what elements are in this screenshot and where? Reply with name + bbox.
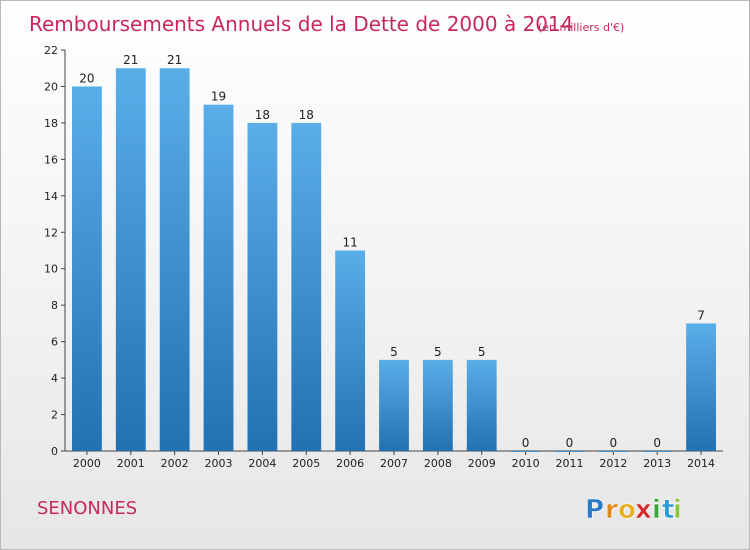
y-tick-label: 8 xyxy=(51,299,58,312)
x-tick-label-2001: 2001 xyxy=(117,457,145,470)
y-tick-label: 10 xyxy=(44,263,58,276)
x-tick-label-2009: 2009 xyxy=(468,457,496,470)
y-tick-label: 16 xyxy=(44,153,58,166)
bar-2003 xyxy=(203,104,234,451)
value-label-2002: 21 xyxy=(167,53,182,67)
bar-2009 xyxy=(466,359,497,451)
y-tick-label: 6 xyxy=(51,336,58,349)
logo-letter: P xyxy=(585,495,604,525)
logo-letter: i xyxy=(673,495,682,525)
value-label-2000: 20 xyxy=(79,71,94,85)
bar-2006 xyxy=(335,250,366,451)
x-tick-label-2011: 2011 xyxy=(555,457,583,470)
x-tick-label-2014: 2014 xyxy=(687,457,715,470)
logo-letter: i xyxy=(652,495,661,525)
bar-2004 xyxy=(247,122,278,451)
value-label-2009: 5 xyxy=(478,345,486,359)
bar-2011 xyxy=(554,451,585,452)
bar-2000 xyxy=(72,86,102,452)
y-tick-label: 20 xyxy=(44,80,58,93)
x-tick-label-2002: 2002 xyxy=(161,457,189,470)
value-label-2011: 0 xyxy=(566,436,574,450)
value-label-2005: 18 xyxy=(299,108,314,122)
bar-2008 xyxy=(422,359,453,451)
value-label-2008: 5 xyxy=(434,345,442,359)
value-label-2003: 19 xyxy=(211,90,226,104)
x-tick-label-2000: 2000 xyxy=(73,457,101,470)
x-tick-label-2010: 2010 xyxy=(512,457,540,470)
x-tick-label-2007: 2007 xyxy=(380,457,408,470)
x-tick-labels: 2000 2001 2002 2003 2004 2005 2006 2007 2008 2009… xyxy=(73,457,715,470)
x-tick-label-2004: 2004 xyxy=(248,457,276,470)
value-label-2004: 18 xyxy=(255,108,270,122)
value-label-2013: 0 xyxy=(653,436,661,450)
bar-2007 xyxy=(379,359,409,451)
bar-2001 xyxy=(115,68,146,452)
y-tick-label: 0 xyxy=(51,445,58,458)
bar-2010 xyxy=(510,451,541,452)
value-label-2010: 0 xyxy=(522,436,530,450)
value-label-2007: 5 xyxy=(390,345,398,359)
logo-letter: x xyxy=(635,495,652,525)
y-tick-labels: 0 2 4 6 8 10 12 14 16 18 20 22 xyxy=(44,44,58,458)
value-label-2014: 7 xyxy=(697,308,705,322)
value-label-2012: 0 xyxy=(610,436,618,450)
bars xyxy=(72,68,716,452)
bar-2005 xyxy=(291,122,322,451)
bar-2012 xyxy=(598,451,629,452)
y-tick-label: 2 xyxy=(51,409,58,422)
x-tick-label-2013: 2013 xyxy=(643,457,671,470)
value-labels: 20 21 21 19 18 18 11 5 5 5 0 0 0 0 7 xyxy=(79,53,705,450)
logo-letter: r xyxy=(605,495,618,525)
x-tick-label-2005: 2005 xyxy=(292,457,320,470)
bar-2002 xyxy=(159,68,190,452)
value-label-2001: 21 xyxy=(123,53,138,67)
bar-2013 xyxy=(642,451,673,452)
x-tick-label-2012: 2012 xyxy=(599,457,627,470)
value-label-2006: 11 xyxy=(342,236,357,250)
x-tick-label-2003: 2003 xyxy=(205,457,233,470)
commune-name: SENONNES xyxy=(37,498,137,519)
x-tick-label-2006: 2006 xyxy=(336,457,364,470)
y-tick-label: 18 xyxy=(44,117,58,130)
x-tick-label-2008: 2008 xyxy=(424,457,452,470)
y-tick-label: 14 xyxy=(44,190,58,203)
logo-letter: o xyxy=(618,495,636,525)
y-tick-label: 12 xyxy=(44,226,58,239)
logo-letter: t xyxy=(662,495,674,525)
chart-title: Remboursements Annuels de la Dette de 20… xyxy=(29,12,573,36)
chart-subtitle: (en milliers d'€) xyxy=(538,21,624,34)
y-tick-label: 22 xyxy=(44,44,58,57)
bar-2014 xyxy=(686,323,716,451)
y-tick-label: 4 xyxy=(51,372,58,385)
